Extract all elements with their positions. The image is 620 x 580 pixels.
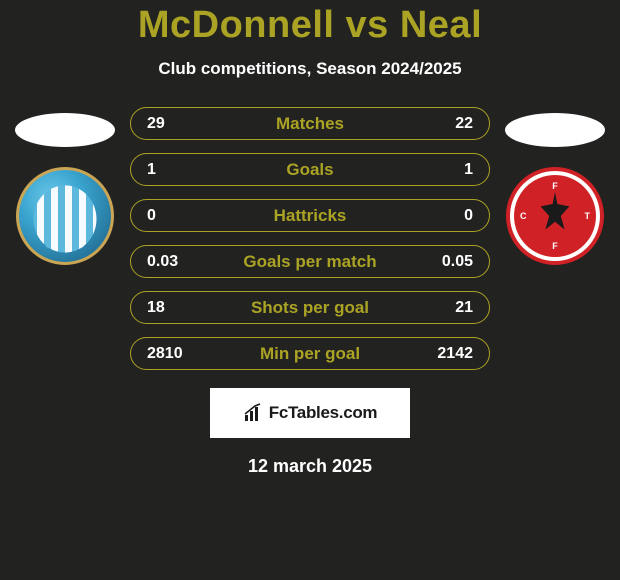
- stat-row: 0 Hattricks 0: [130, 199, 490, 232]
- right-club-initial: C: [520, 211, 527, 221]
- stat-label: Hattricks: [189, 206, 431, 226]
- stat-left-value: 0: [147, 207, 189, 225]
- stat-label: Shots per goal: [189, 298, 431, 318]
- stat-left-value: 18: [147, 299, 189, 317]
- stats-table: 29 Matches 22 1 Goals 1 0 Hattricks 0 0.…: [130, 101, 490, 370]
- stat-label: Min per goal: [189, 344, 431, 364]
- main-row: 29 Matches 22 1 Goals 1 0 Hattricks 0 0.…: [0, 101, 620, 370]
- stat-row: 0.03 Goals per match 0.05: [130, 245, 490, 278]
- stat-row: 1 Goals 1: [130, 153, 490, 186]
- right-club-initial: T: [585, 211, 591, 221]
- right-club-logo-inner: F T F C: [514, 175, 596, 257]
- stat-row: 2810 Min per goal 2142: [130, 337, 490, 370]
- stat-row: 18 Shots per goal 21: [130, 291, 490, 324]
- right-club-logo: F T F C: [506, 167, 604, 265]
- subtitle: Club competitions, Season 2024/2025: [158, 59, 461, 79]
- stat-right-value: 0: [431, 207, 473, 225]
- stat-right-value: 0.05: [431, 253, 473, 271]
- stat-right-value: 1: [431, 161, 473, 179]
- stat-row: 29 Matches 22: [130, 107, 490, 140]
- branding-badge[interactable]: FcTables.com: [210, 388, 410, 438]
- stat-label: Goals per match: [189, 252, 431, 272]
- stat-left-value: 0.03: [147, 253, 189, 271]
- left-player-column: [10, 101, 120, 265]
- left-club-logo: [16, 167, 114, 265]
- stat-left-value: 1: [147, 161, 189, 179]
- stat-label: Matches: [189, 114, 431, 134]
- stat-right-value: 22: [431, 115, 473, 133]
- stat-right-value: 21: [431, 299, 473, 317]
- right-player-avatar: [505, 113, 605, 147]
- stat-left-value: 29: [147, 115, 189, 133]
- comparison-card: McDonnell vs Neal Club competitions, Sea…: [0, 0, 620, 477]
- stat-left-value: 2810: [147, 345, 189, 363]
- stat-right-value: 2142: [431, 345, 473, 363]
- left-club-logo-stripes: [30, 184, 100, 254]
- stat-label: Goals: [189, 160, 431, 180]
- branding-text: FcTables.com: [269, 403, 378, 423]
- right-player-column: F T F C: [500, 101, 610, 265]
- footer-date: 12 march 2025: [248, 456, 372, 477]
- right-club-initial: F: [552, 181, 558, 191]
- chart-icon: [243, 403, 263, 423]
- left-player-avatar: [15, 113, 115, 147]
- right-club-initial: F: [552, 241, 558, 251]
- page-title: McDonnell vs Neal: [138, 4, 482, 47]
